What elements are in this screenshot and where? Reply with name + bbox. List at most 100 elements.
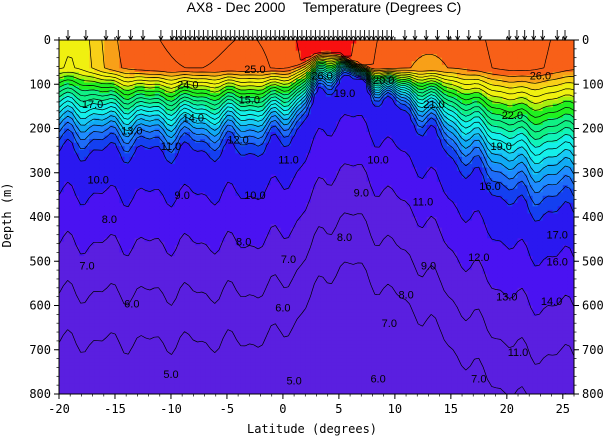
temperature-cell xyxy=(129,107,136,112)
temperature-cell xyxy=(124,358,131,363)
temperature-cell xyxy=(205,255,211,261)
temperature-cell xyxy=(285,224,292,229)
temperature-cell xyxy=(189,284,196,289)
temperature-cell xyxy=(59,209,65,215)
temperature-cell xyxy=(129,188,136,193)
temperature-cell xyxy=(139,319,146,324)
temperature-cell xyxy=(59,245,65,250)
temperature-cell xyxy=(215,213,221,218)
temperature-cell xyxy=(205,319,211,324)
temperature-cell xyxy=(169,96,176,101)
temperature-cell xyxy=(109,199,116,204)
temperature-cell xyxy=(225,209,231,215)
temperature-cell xyxy=(285,323,292,328)
temperature-cell xyxy=(169,167,176,172)
temperature-cell xyxy=(295,390,302,394)
temperature-cell xyxy=(240,266,247,271)
temperature-cell xyxy=(184,238,191,243)
temperature-cell xyxy=(250,132,257,137)
temperature-cell xyxy=(94,209,100,215)
temperature-cell xyxy=(285,365,292,370)
temperature-cell xyxy=(240,383,247,388)
temperature-cell xyxy=(129,330,136,335)
temperature-cell xyxy=(240,163,247,169)
temperature-cell xyxy=(184,291,191,296)
temperature-cell xyxy=(124,323,131,328)
temperature-cell xyxy=(174,319,181,324)
temperature-cell xyxy=(250,93,257,98)
temperature-cell xyxy=(109,43,116,48)
temperature-cell xyxy=(220,379,226,384)
temperature-cell xyxy=(210,50,216,55)
temperature-cell xyxy=(144,234,151,239)
temperature-cell xyxy=(280,206,287,211)
temperature-cell xyxy=(169,294,176,300)
temperature-cell xyxy=(285,372,292,377)
temperature-cell xyxy=(230,100,236,105)
temperature-cell xyxy=(260,330,267,335)
temperature-cell xyxy=(210,217,216,222)
temperature-cell xyxy=(179,227,186,232)
temperature-cell xyxy=(225,386,231,392)
temperature-cell xyxy=(134,163,141,169)
temperature-cell xyxy=(270,139,277,144)
temperature-cell xyxy=(280,287,287,292)
temperature-cell xyxy=(154,163,161,169)
temperature-cell xyxy=(124,386,131,392)
temperature-cell xyxy=(84,68,90,73)
temperature-cell xyxy=(275,390,282,394)
temperature-cell xyxy=(124,280,131,285)
temperature-cell xyxy=(240,255,247,261)
temperature-cell xyxy=(154,277,161,282)
temperature-cell xyxy=(215,153,221,158)
temperature-cell xyxy=(280,340,287,346)
temperature-cell xyxy=(164,170,171,176)
temperature-cell xyxy=(290,312,297,317)
temperature-cell xyxy=(210,355,216,360)
temperature-cell xyxy=(184,365,191,370)
temperature-cell xyxy=(184,248,191,253)
temperature-cell xyxy=(275,149,282,154)
temperature-cell xyxy=(220,365,226,370)
temperature-cell xyxy=(104,139,110,144)
temperature-cell xyxy=(154,383,161,388)
temperature-cell xyxy=(205,301,211,307)
temperature-cell xyxy=(255,82,262,87)
temperature-cell xyxy=(290,185,297,190)
temperature-cell xyxy=(189,298,196,303)
temperature-cell xyxy=(265,57,272,62)
temperature-cell xyxy=(144,369,151,374)
temperature-cell xyxy=(174,160,181,165)
temperature-cell xyxy=(74,170,80,176)
temperature-cell xyxy=(59,284,65,289)
temperature-cell xyxy=(69,181,75,186)
temperature-cell xyxy=(89,305,95,310)
temperature-cell xyxy=(290,209,297,215)
temperature-cell xyxy=(179,344,186,349)
temperature-cell xyxy=(280,181,287,186)
temperature-cell xyxy=(84,156,90,161)
temperature-cell xyxy=(255,323,262,328)
temperature-cell xyxy=(89,135,95,140)
temperature-cell xyxy=(114,110,121,115)
temperature-cell xyxy=(220,263,226,268)
temperature-cell xyxy=(104,280,110,285)
temperature-cell xyxy=(300,330,307,335)
temperature-cell xyxy=(195,50,201,55)
temperature-cell xyxy=(94,132,100,137)
temperature-cell xyxy=(79,40,85,45)
temperature-cell xyxy=(104,199,110,204)
temperature-cell xyxy=(300,71,307,76)
temperature-cell xyxy=(184,61,191,66)
temperature-cell xyxy=(69,224,75,229)
temperature-cell xyxy=(159,78,166,84)
temperature-cell xyxy=(295,362,302,367)
temperature-cell xyxy=(225,185,231,190)
temperature-cell xyxy=(109,206,116,211)
temperature-cell xyxy=(94,379,100,384)
temperature-cell xyxy=(69,312,75,317)
temperature-cell xyxy=(159,340,166,346)
temperature-cell xyxy=(205,132,211,137)
temperature-cell xyxy=(59,217,65,222)
temperature-cell xyxy=(240,355,247,360)
